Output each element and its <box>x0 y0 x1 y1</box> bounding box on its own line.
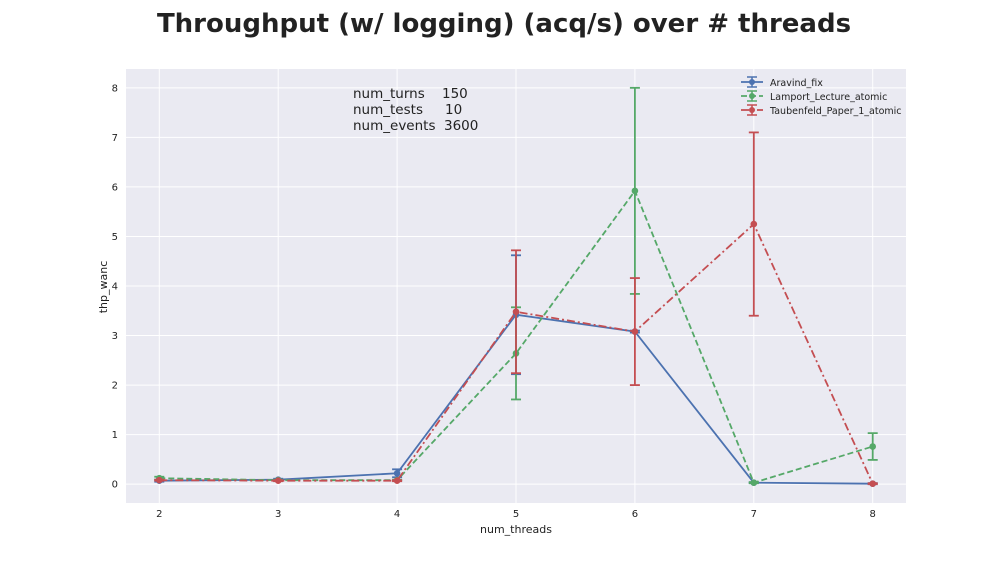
legend-entry-taubenfeld: Taubenfeld_Paper_1_atomic <box>741 104 902 117</box>
y-tick-7: 7 <box>112 133 118 144</box>
legend-entry-aravind: Aravind_fix <box>741 76 823 89</box>
y-axis-ticks: 0 1 2 3 4 5 6 7 8 <box>112 83 118 490</box>
legend-label-aravind: Aravind_fix <box>770 78 823 89</box>
y-tick-6: 6 <box>112 182 118 193</box>
point-lamport-lecture-atomic-6 <box>631 187 639 195</box>
point-taubenfeld-paper-1-atomic-4 <box>393 477 401 485</box>
annotation-value-events: 3600 <box>444 118 478 134</box>
point-taubenfeld-paper-1-atomic-2 <box>155 476 163 484</box>
y-tick-5: 5 <box>112 232 118 243</box>
y-tick-0: 0 <box>112 480 118 491</box>
series-taubenfeld-paper-1-atomic <box>154 131 878 487</box>
legend-label-lamport: Lamport_Lecture_atomic <box>770 92 887 103</box>
chart-title: Throughput (w/ logging) (acq/s) over # t… <box>157 9 851 39</box>
point-taubenfeld-paper-1-atomic-6 <box>631 328 639 335</box>
annotation-label-tests: num_tests <box>353 102 423 118</box>
y-tick-8: 8 <box>112 83 118 94</box>
y-tick-1: 1 <box>112 430 118 441</box>
x-tick-2: 2 <box>156 509 162 520</box>
legend-label-taubenfeld: Taubenfeld_Paper_1_atomic <box>769 106 902 117</box>
y-axis-label: thp_wanc <box>97 261 110 314</box>
point-taubenfeld-paper-1-atomic-7 <box>750 220 758 228</box>
x-axis-label: num_threads <box>480 523 552 536</box>
x-axis-ticks: 2 3 4 5 6 7 8 <box>156 509 876 520</box>
point-aravind-fix-4 <box>393 469 401 477</box>
series-layer <box>154 86 878 487</box>
annotation-label-turns: num_turns <box>353 86 425 102</box>
legend-entry-lamport: Lamport_Lecture_atomic <box>741 90 887 103</box>
point-lamport-lecture-atomic-7 <box>750 479 758 486</box>
annotation-label-events: num_events <box>353 118 436 134</box>
annotation-value-turns: 150 <box>442 86 468 102</box>
legend: Aravind_fix Lamport_Lecture_atomic Taube… <box>741 76 902 117</box>
x-tick-5: 5 <box>513 509 519 520</box>
point-taubenfeld-paper-1-atomic-8 <box>869 480 877 487</box>
point-lamport-lecture-atomic-8 <box>869 443 877 450</box>
x-tick-6: 6 <box>632 509 638 520</box>
y-tick-3: 3 <box>112 331 118 342</box>
annotation-value-tests: 10 <box>445 102 462 118</box>
y-tick-2: 2 <box>112 381 118 392</box>
x-tick-7: 7 <box>751 509 757 520</box>
point-taubenfeld-paper-1-atomic-3 <box>274 477 282 485</box>
x-tick-3: 3 <box>275 509 281 520</box>
x-tick-4: 4 <box>394 509 400 520</box>
point-taubenfeld-paper-1-atomic-5 <box>512 308 520 316</box>
y-tick-4: 4 <box>112 282 118 293</box>
x-tick-8: 8 <box>870 509 876 520</box>
annotation-box: num_turns 150 num_tests 10 num_events 36… <box>353 86 478 134</box>
